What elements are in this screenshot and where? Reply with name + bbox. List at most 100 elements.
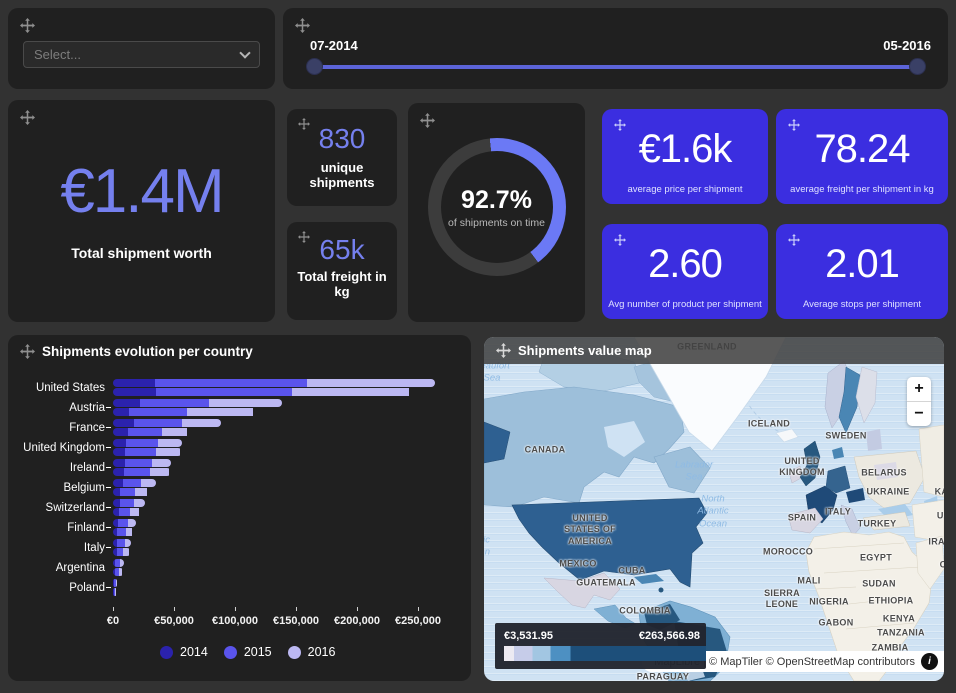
stacked-bar[interactable] — [113, 459, 172, 467]
bar-segment-2015[interactable] — [117, 539, 126, 547]
bar-segment-2015[interactable] — [115, 568, 120, 576]
stacked-bar[interactable] — [113, 539, 132, 547]
drag-handle-icon[interactable] — [298, 231, 310, 243]
stacked-bar[interactable] — [113, 588, 117, 596]
bar-segment-2016[interactable] — [292, 388, 410, 396]
bar-segment-2016[interactable] — [120, 559, 124, 567]
slider-handle-end[interactable] — [909, 58, 926, 75]
stacked-bar[interactable] — [113, 488, 156, 496]
bar-segment-2015[interactable] — [127, 428, 162, 436]
bar-segment-2015[interactable] — [114, 579, 116, 587]
bar-segment-2014[interactable] — [113, 548, 117, 556]
bar-segment-2015[interactable] — [117, 528, 126, 536]
bar-segment-2016[interactable] — [307, 379, 435, 387]
bar-segment-2016[interactable] — [115, 588, 117, 596]
bar-segment-2015[interactable] — [120, 488, 135, 496]
bar-segment-2015[interactable] — [154, 379, 307, 387]
legend-item-2015[interactable]: 2015 — [223, 645, 272, 659]
bar-segment-2016[interactable] — [130, 508, 139, 516]
world-map[interactable] — [484, 337, 944, 681]
stacked-bar[interactable] — [113, 468, 171, 476]
stacked-bar[interactable] — [113, 508, 145, 516]
bar-segment-2015[interactable] — [128, 408, 188, 416]
bar-segment-2016[interactable] — [133, 499, 145, 507]
bar-segment-2014[interactable] — [113, 379, 155, 387]
info-icon[interactable]: i — [921, 653, 938, 670]
bar-segment-2015[interactable] — [125, 459, 152, 467]
drag-handle-icon[interactable] — [788, 119, 800, 131]
bar-segment-2014[interactable] — [113, 399, 140, 407]
bar-segment-2014[interactable] — [113, 508, 120, 516]
stacked-bar[interactable] — [113, 559, 124, 567]
stacked-bar[interactable] — [113, 568, 124, 576]
bar-segment-2014[interactable] — [113, 459, 126, 467]
bar-segment-2015[interactable] — [155, 388, 293, 396]
bar-segment-2016[interactable] — [182, 419, 222, 427]
bar-segment-2015[interactable] — [117, 519, 128, 527]
drag-handle-icon[interactable] — [496, 343, 511, 358]
bar-segment-2016[interactable] — [115, 579, 118, 587]
bar-segment-2016[interactable] — [209, 399, 283, 407]
bar-segment-2014[interactable] — [113, 408, 129, 416]
bar-segment-2015[interactable] — [122, 479, 142, 487]
bar-segment-2016[interactable] — [151, 459, 172, 467]
bar-segment-2014[interactable] — [113, 499, 121, 507]
bar-segment-2016[interactable] — [125, 539, 132, 547]
zoom-in-button[interactable]: + — [914, 380, 924, 397]
stacked-bar[interactable] — [113, 548, 131, 556]
bar-segment-2014[interactable] — [113, 479, 123, 487]
bar-segment-2016[interactable] — [127, 519, 136, 527]
drag-handle-icon[interactable] — [298, 118, 310, 130]
bar-segment-2014[interactable] — [113, 439, 127, 447]
bar-segment-2016[interactable] — [119, 568, 123, 576]
bar-segment-2014[interactable] — [113, 568, 116, 576]
date-slider-track[interactable] — [306, 58, 926, 75]
drag-handle-icon[interactable] — [614, 119, 626, 131]
bar-segment-2016[interactable] — [123, 548, 129, 556]
stacked-bar[interactable] — [113, 528, 136, 536]
bar-segment-2016[interactable] — [125, 528, 133, 536]
bar-segment-2014[interactable] — [113, 468, 124, 476]
zoom-out-button[interactable]: − — [914, 405, 924, 422]
bar-segment-2015[interactable] — [113, 588, 116, 596]
stacked-bar[interactable] — [113, 579, 118, 587]
bar-segment-2015[interactable] — [119, 508, 131, 516]
slider-handle-start[interactable] — [306, 58, 323, 75]
legend-item-2014[interactable]: 2014 — [160, 645, 208, 659]
bar-segment-2016[interactable] — [134, 488, 148, 496]
stacked-bar[interactable] — [113, 399, 283, 407]
stacked-bar[interactable] — [113, 408, 282, 416]
stacked-bar[interactable] — [113, 379, 435, 387]
drag-handle-icon[interactable] — [20, 110, 35, 125]
bar-segment-2014[interactable] — [113, 388, 156, 396]
bar-segment-2014[interactable] — [113, 488, 121, 496]
bar-segment-2015[interactable] — [139, 399, 210, 407]
bar-segment-2016[interactable] — [155, 448, 181, 456]
bar-segment-2015[interactable] — [125, 448, 156, 456]
stacked-bar[interactable] — [113, 428, 221, 436]
stacked-bar[interactable] — [113, 479, 156, 487]
drag-handle-icon[interactable] — [295, 18, 310, 33]
bar-segment-2016[interactable] — [149, 468, 170, 476]
bar-segment-2015[interactable] — [126, 439, 159, 447]
bar-segment-2016[interactable] — [187, 408, 254, 416]
bar-segment-2014[interactable] — [113, 528, 118, 536]
bar-segment-2014[interactable] — [113, 419, 134, 427]
bar-segment-2014[interactable] — [113, 588, 114, 596]
stacked-bar[interactable] — [113, 499, 145, 507]
bar-segment-2014[interactable] — [113, 559, 116, 567]
bar-segment-2015[interactable] — [120, 499, 134, 507]
stacked-bar[interactable] — [113, 448, 182, 456]
drag-handle-icon[interactable] — [20, 18, 35, 33]
drag-handle-icon[interactable] — [614, 234, 626, 246]
bar-segment-2015[interactable] — [116, 548, 124, 556]
legend-item-2016[interactable]: 2016 — [287, 645, 335, 659]
bar-segment-2015[interactable] — [133, 419, 183, 427]
country-select[interactable]: Select... — [23, 41, 260, 68]
bar-segment-2014[interactable] — [113, 579, 115, 587]
bar-segment-2014[interactable] — [113, 448, 126, 456]
bar-segment-2016[interactable] — [161, 428, 188, 436]
bar-segment-2015[interactable] — [124, 468, 150, 476]
bar-segment-2014[interactable] — [113, 519, 118, 527]
stacked-bar[interactable] — [113, 388, 435, 396]
